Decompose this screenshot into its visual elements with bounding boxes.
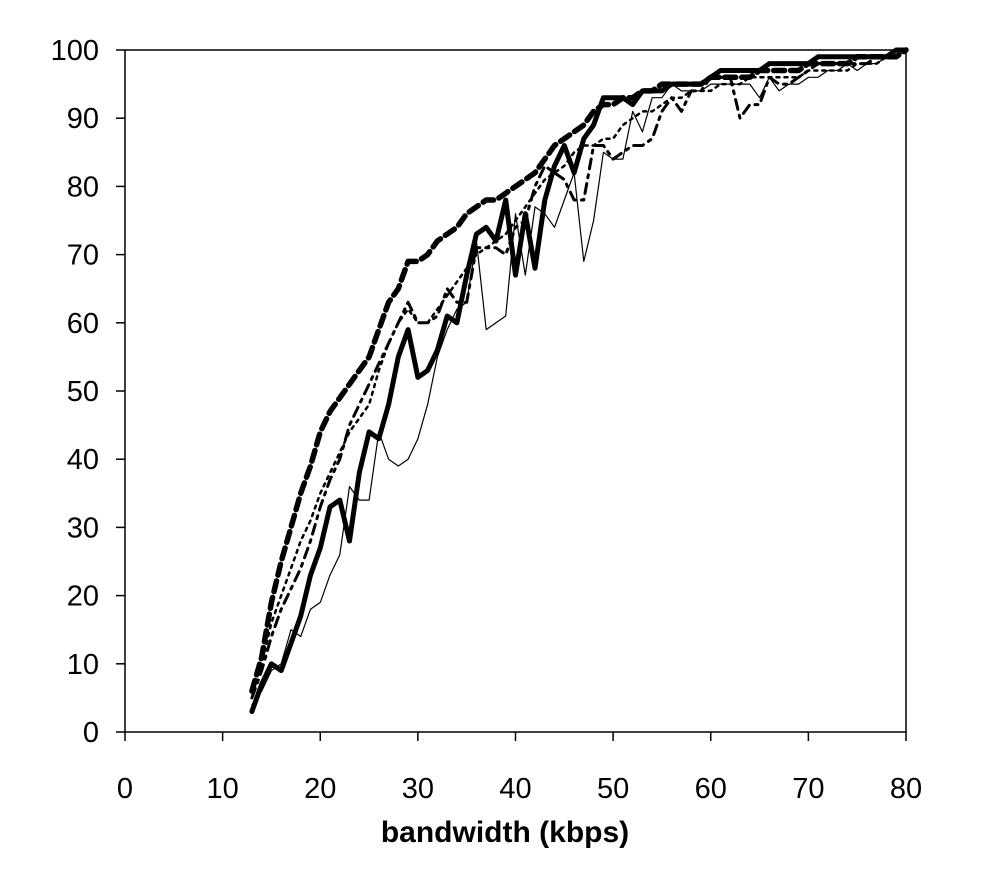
x-tick-label: 70 [792, 773, 824, 805]
series-line-5 [250, 48, 908, 700]
y-tick-label: 0 [83, 717, 99, 749]
plot-frame [124, 49, 907, 733]
y-tick-label: 50 [67, 376, 99, 408]
series-line-4 [250, 48, 908, 700]
x-tick-label: 50 [597, 773, 629, 805]
series-layer [249, 47, 909, 714]
x-axis-title: bandwidth (kbps) [381, 816, 629, 849]
x-tick-label: 30 [402, 773, 434, 805]
x-tick-label: 60 [695, 773, 727, 805]
plot-area [124, 49, 907, 733]
y-tick-label: 10 [67, 649, 99, 681]
y-tick-label: 30 [67, 512, 99, 544]
y-tick-label: 60 [67, 308, 99, 340]
series-line-2 [251, 49, 907, 706]
y-tick-label: 20 [67, 581, 99, 613]
y-tick-label: 70 [67, 240, 99, 272]
x-tick-label: 10 [206, 773, 238, 805]
y-tick-label: 100 [51, 35, 99, 67]
y-tick-label: 80 [67, 171, 99, 203]
x-tick-label: 40 [499, 773, 531, 805]
y-axis: 0 10 20 30 40 50 60 70 80 90 100 [51, 35, 125, 749]
x-axis: 0 10 20 30 40 50 60 70 80 [117, 732, 922, 805]
series-line-3 [249, 47, 909, 694]
y-tick-label: 40 [67, 444, 99, 476]
series-line-1 [249, 47, 909, 714]
x-tick-label: 0 [117, 773, 133, 805]
x-tick-label: 80 [890, 773, 922, 805]
x-tick-label: 20 [304, 773, 336, 805]
y-tick-label: 90 [67, 103, 99, 135]
